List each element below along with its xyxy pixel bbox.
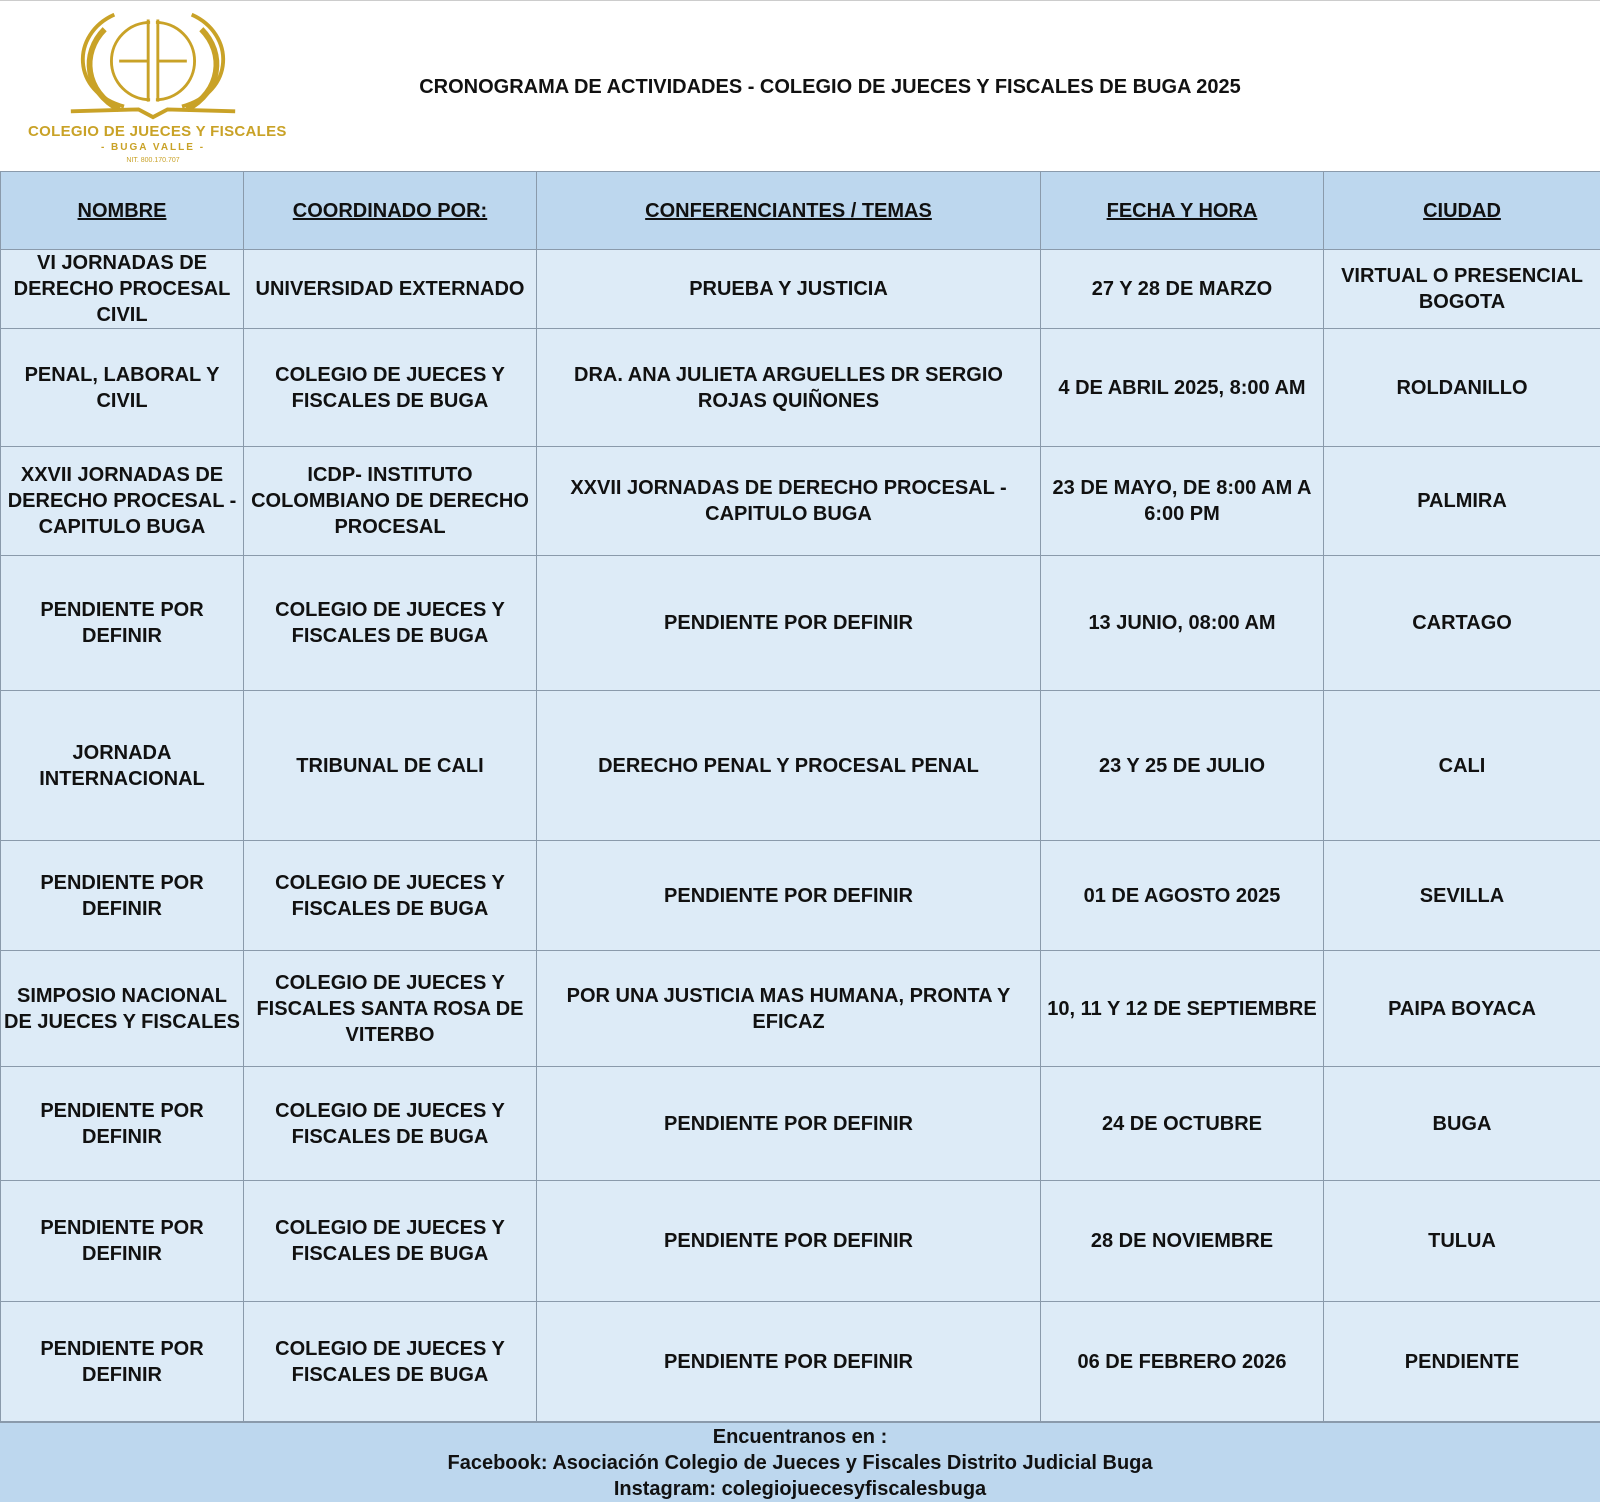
- cell-fecha: 10, 11 Y 12 DE SEPTIEMBRE: [1041, 951, 1324, 1067]
- cell-nombre: PENAL, LABORAL Y CIVIL: [1, 329, 244, 447]
- cell-ciudad: CARTAGO: [1324, 556, 1600, 691]
- logo-emblem-icon: [28, 5, 278, 121]
- cell-temas: PENDIENTE POR DEFINIR: [537, 556, 1041, 691]
- cell-temas: DERECHO PENAL Y PROCESAL PENAL: [537, 691, 1041, 841]
- cell-fecha: 23 DE MAYO, DE 8:00 AM A 6:00 PM: [1041, 447, 1324, 556]
- cell-temas: PENDIENTE POR DEFINIR: [537, 1302, 1041, 1422]
- cell-ciudad: PAIPA BOYACA: [1324, 951, 1600, 1067]
- page-title: CRONOGRAMA DE ACTIVIDADES - COLEGIO DE J…: [330, 75, 1330, 99]
- cell-fecha: 27 Y 28 DE MARZO: [1041, 250, 1324, 329]
- cell-nombre: PENDIENTE POR DEFINIR: [1, 1067, 244, 1181]
- cell-temas: PENDIENTE POR DEFINIR: [537, 1181, 1041, 1302]
- cell-temas: PENDIENTE POR DEFINIR: [537, 841, 1041, 951]
- cell-temas: PENDIENTE POR DEFINIR: [537, 1067, 1041, 1181]
- cell-coordinado: TRIBUNAL DE CALI: [244, 691, 537, 841]
- cell-temas: POR UNA JUSTICIA MAS HUMANA, PRONTA Y EF…: [537, 951, 1041, 1067]
- cell-temas: XXVII JORNADAS DE DERECHO PROCESAL - CAP…: [537, 447, 1041, 556]
- footer-instagram: Instagram: colegiojuecesyfiscalesbuga: [0, 1476, 1600, 1502]
- cell-nombre: PENDIENTE POR DEFINIR: [1, 1302, 244, 1422]
- cell-coordinado: COLEGIO DE JUECES Y FISCALES DE BUGA: [244, 841, 537, 951]
- cell-coordinado: COLEGIO DE JUECES Y FISCALES DE BUGA: [244, 1302, 537, 1422]
- cell-fecha: 23 Y 25 DE JULIO: [1041, 691, 1324, 841]
- footer-facebook: Facebook: Asociación Colegio de Jueces y…: [0, 1450, 1600, 1476]
- cell-coordinado: UNIVERSIDAD EXTERNADO: [244, 250, 537, 329]
- cell-ciudad: VIRTUAL O PRESENCIAL BOGOTA: [1324, 250, 1600, 329]
- cell-nombre: PENDIENTE POR DEFINIR: [1, 841, 244, 951]
- cell-ciudad: PENDIENTE: [1324, 1302, 1600, 1422]
- cell-fecha: 24 DE OCTUBRE: [1041, 1067, 1324, 1181]
- cell-coordinado: COLEGIO DE JUECES Y FISCALES DE BUGA: [244, 1181, 537, 1302]
- cell-coordinado: COLEGIO DE JUECES Y FISCALES DE BUGA: [244, 1067, 537, 1181]
- footer: Encuentranos en : Facebook: Asociación C…: [0, 1422, 1600, 1502]
- footer-heading: Encuentranos en :: [0, 1424, 1600, 1450]
- cell-ciudad: TULUA: [1324, 1181, 1600, 1302]
- column-header-nombre: NOMBRE: [1, 172, 244, 250]
- column-header-fecha: FECHA Y HORA: [1041, 172, 1324, 250]
- cell-coordinado: COLEGIO DE JUECES Y FISCALES DE BUGA: [244, 556, 537, 691]
- cell-ciudad: SEVILLA: [1324, 841, 1600, 951]
- cell-nombre: JORNADA INTERNACIONAL: [1, 691, 244, 841]
- cell-nombre: PENDIENTE POR DEFINIR: [1, 1181, 244, 1302]
- cell-coordinado: ICDP- INSTITUTO COLOMBIANO DE DERECHO PR…: [244, 447, 537, 556]
- column-header-temas: CONFERENCIANTES / TEMAS: [537, 172, 1041, 250]
- cell-fecha: 28 DE NOVIEMBRE: [1041, 1181, 1324, 1302]
- table-row: XXVII JORNADAS DE DERECHO PROCESAL - CAP…: [1, 447, 1600, 556]
- cell-nombre: VI JORNADAS DE DERECHO PROCESAL CIVIL: [1, 250, 244, 329]
- cell-fecha: 01 DE AGOSTO 2025: [1041, 841, 1324, 951]
- logo-text: COLEGIO DE JUECES Y FISCALES: [28, 123, 278, 141]
- cell-nombre: PENDIENTE POR DEFINIR: [1, 556, 244, 691]
- cell-ciudad: PALMIRA: [1324, 447, 1600, 556]
- column-header-ciudad: CIUDAD: [1324, 172, 1600, 250]
- column-header-coordinado: COORDINADO POR:: [244, 172, 537, 250]
- page-header: COLEGIO DE JUECES Y FISCALES - BUGA VALL…: [0, 0, 1600, 171]
- cell-ciudad: CALI: [1324, 691, 1600, 841]
- cell-temas: DRA. ANA JULIETA ARGUELLES DR SERGIO ROJ…: [537, 329, 1041, 447]
- cell-coordinado: COLEGIO DE JUECES Y FISCALES SANTA ROSA …: [244, 951, 537, 1067]
- cell-nombre: XXVII JORNADAS DE DERECHO PROCESAL - CAP…: [1, 447, 244, 556]
- cell-coordinado: COLEGIO DE JUECES Y FISCALES DE BUGA: [244, 329, 537, 447]
- cell-fecha: 4 DE ABRIL 2025, 8:00 AM: [1041, 329, 1324, 447]
- cell-ciudad: BUGA: [1324, 1067, 1600, 1181]
- cell-fecha: 06 DE FEBRERO 2026: [1041, 1302, 1324, 1422]
- cell-temas: PRUEBA Y JUSTICIA: [537, 250, 1041, 329]
- cell-nombre: SIMPOSIO NACIONAL DE JUECES Y FISCALES: [1, 951, 244, 1067]
- logo: COLEGIO DE JUECES Y FISCALES - BUGA VALL…: [28, 5, 278, 170]
- logo-subtext: - BUGA VALLE -: [28, 142, 278, 154]
- cell-fecha: 13 JUNIO, 08:00 AM: [1041, 556, 1324, 691]
- cell-ciudad: ROLDANILLO: [1324, 329, 1600, 447]
- logo-nit: NIT. 800.170.707: [28, 156, 278, 166]
